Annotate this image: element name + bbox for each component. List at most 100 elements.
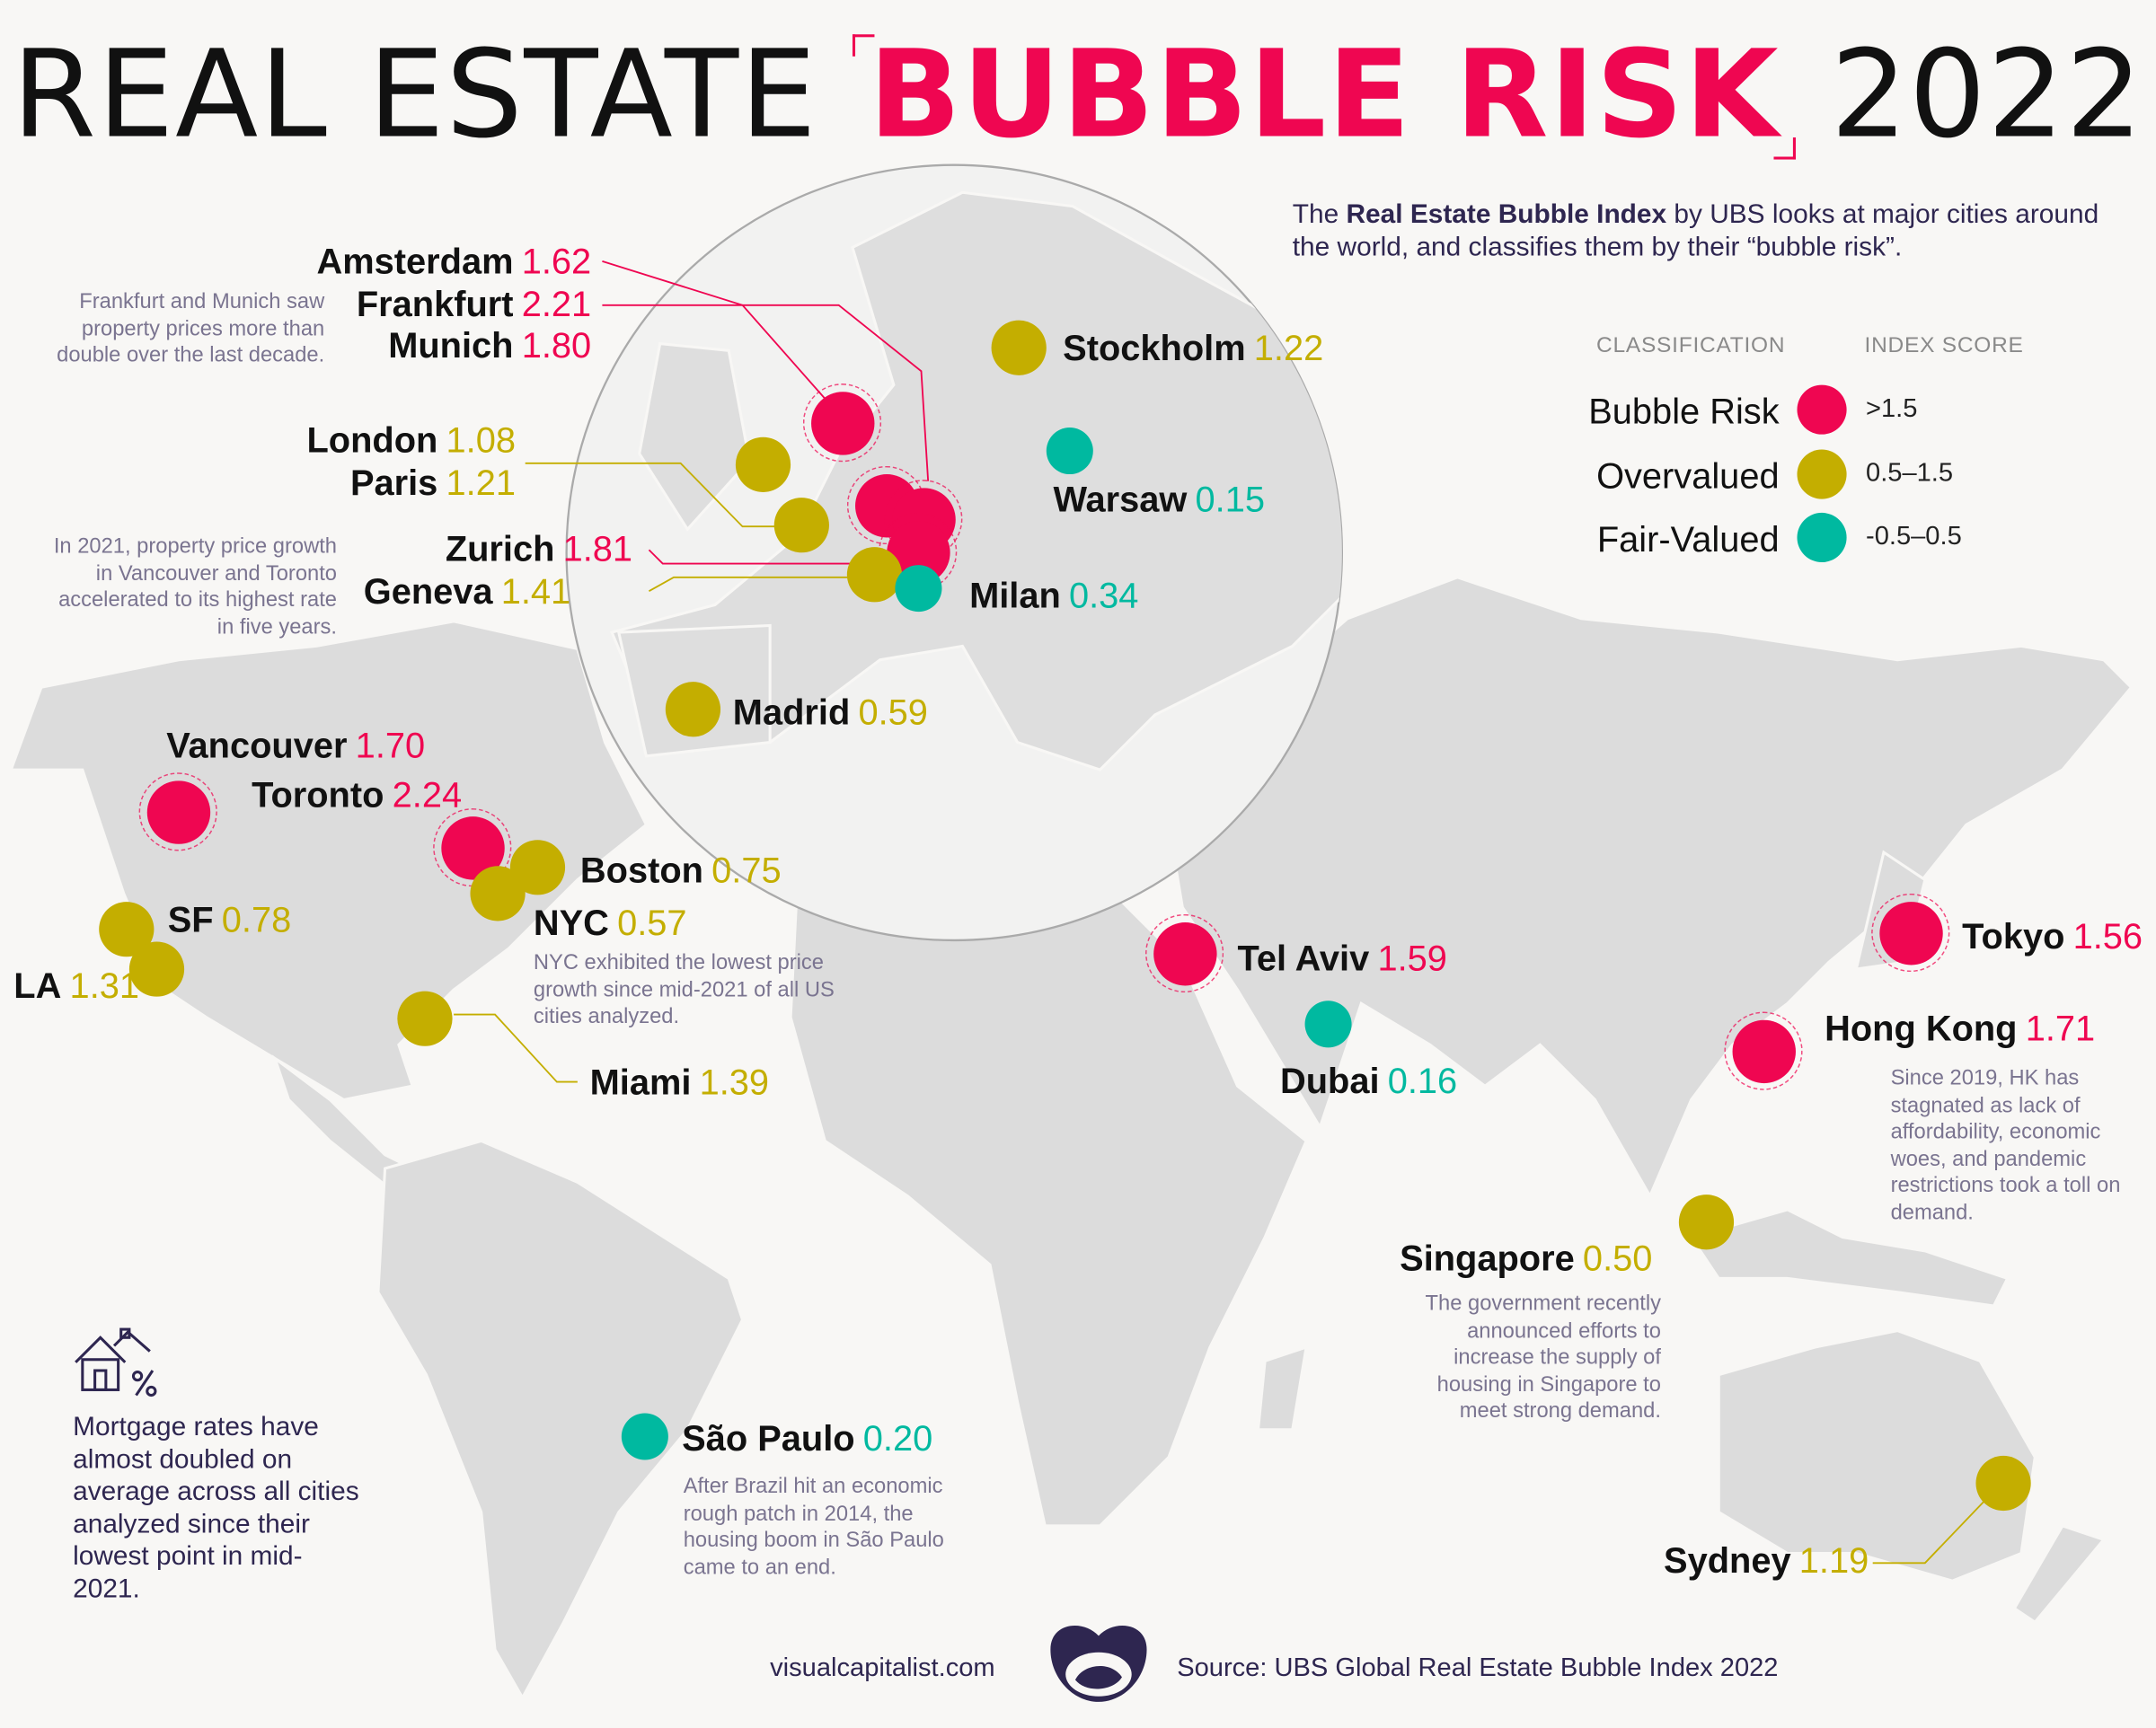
europe [610,190,1342,771]
legend-header-index-score: INDEX SCORE [1864,333,2024,357]
legend-label: Fair-Valued [1596,518,1780,560]
city-marker-dubai[interactable] [1304,1001,1352,1048]
city-score: 0.20 [862,1417,933,1459]
city-marker-amsterdam[interactable] [811,392,875,455]
city-score: 1.56 [2072,915,2143,957]
footer-site[interactable]: visualcapitalist.com [770,1653,995,1683]
visual-capitalist-logo [1050,1626,1147,1702]
city-marker-warsaw[interactable] [1046,428,1093,475]
city-marker-milan[interactable] [895,565,942,613]
city-marker-madrid[interactable] [665,682,721,737]
city-marker-geneva[interactable] [846,547,903,603]
legend-dot [1797,512,1847,563]
city-marker-singapore[interactable] [1678,1195,1735,1250]
bubble-halo [1724,1011,1803,1090]
city-score: 2.24 [392,773,463,816]
city-score: 1.19 [1798,1539,1869,1582]
city-score: 0.75 [711,849,782,891]
city-label-sf: SF 0.78 [168,899,292,940]
city-score: 1.22 [1253,327,1324,369]
city-score: 1.62 [521,240,592,282]
city-label-miami: Miami 1.39 [590,1062,769,1103]
title-highlight-text: BUBBLE RISK [868,23,1780,165]
city-score: 1.41 [500,570,571,613]
legend-dot [1797,449,1847,499]
city-name: Paris [349,462,438,504]
city-name: Warsaw [1053,478,1188,520]
city-label-boston: Boston 0.75 [580,850,782,891]
new-zealand [2012,1524,2107,1625]
legend-range: >1.5 [1866,394,1918,424]
city-label-milan: Milan 0.34 [969,575,1138,616]
footer-source: Source: UBS Global Real Estate Bubble In… [1177,1653,1779,1683]
city-name: São Paulo [682,1417,855,1459]
city-label-stockholm: Stockholm 1.22 [1063,327,1323,368]
city-score: 0.16 [1387,1060,1458,1102]
city-marker-london[interactable] [735,436,791,492]
city-name: Geneva [363,570,493,613]
city-score: 0.34 [1068,574,1139,616]
city-score: 1.39 [699,1061,770,1103]
city-score: 1.59 [1377,937,1447,979]
city-name: Milan [969,574,1061,616]
bubble-halo [1144,913,1224,993]
city-name: Tel Aviv [1237,937,1370,979]
city-name: Sydney [1664,1539,1791,1582]
city-marker-vancouver[interactable] [146,780,211,844]
indonesia [1689,1208,2010,1308]
city-name: Toronto [252,773,384,816]
legend-label: Overvalued [1596,454,1780,497]
city-name: Dubai [1279,1060,1380,1102]
city-score: 1.08 [446,419,516,461]
city-name: Tokyo [1962,915,2065,957]
city-marker-nyc[interactable] [470,866,526,921]
city-marker-s-o-paulo[interactable] [621,1413,668,1460]
note-singapore: The government recently announced effort… [1425,1292,1661,1424]
city-marker-sydney[interactable] [1975,1455,2031,1512]
city-name: SF [167,899,214,940]
city-score: 1.21 [446,462,516,504]
city-score: 0.59 [858,691,928,733]
city-label-madrid: Madrid 0.59 [733,692,928,733]
city-marker-hong-kong[interactable] [1732,1019,1796,1084]
australia [1717,1329,2037,1583]
bubble-halo [138,772,217,851]
city-name: Frankfurt [356,283,514,325]
city-score: 1.31 [69,965,140,1007]
city-score: 0.50 [1582,1237,1653,1279]
note-canada: In 2021, property price growth in Vancou… [53,534,337,639]
city-name: Miami [589,1061,692,1103]
city-name: Vancouver [166,724,348,766]
city-label-zurich: Zurich 1.81 [446,528,632,569]
city-name: Zurich [445,527,555,569]
legend-label: Bubble Risk [1588,390,1780,432]
city-label-s-o-paulo: São Paulo 0.20 [682,1417,932,1459]
intro-pre: The [1292,198,1347,230]
city-label-singapore: Singapore 0.50 [1400,1238,1652,1279]
bubble-halo [802,384,882,463]
city-marker-tel-aviv[interactable] [1153,922,1217,986]
city-marker-la[interactable] [128,941,185,997]
city-marker-stockholm[interactable] [991,320,1047,375]
city-name: Hong Kong [1825,1007,2018,1049]
city-name: NYC [533,902,609,943]
city-score: 0.15 [1195,478,1266,520]
city-score: 1.81 [562,527,633,569]
intro-bold: Real Estate Bubble Index [1346,198,1667,230]
note-nyc: NYC exhibited the lowest price growth si… [533,951,835,1028]
city-score: 0.57 [617,902,687,943]
city-score: 0.78 [221,899,292,940]
city-marker-tokyo[interactable] [1879,902,1943,965]
city-name: Munich [388,324,514,366]
title-year: 2022 [1830,23,2144,165]
city-marker-miami[interactable] [397,991,453,1046]
city-marker-paris[interactable] [773,498,829,553]
mortgage-note: Mortgage rates have almost doubled on av… [73,1411,359,1604]
city-name: Madrid [732,691,851,733]
city-label-warsaw: Warsaw 0.15 [1053,479,1265,520]
city-name: Amsterdam [316,240,514,282]
house-percent-icon [75,1327,157,1397]
intro-text: The Real Estate Bubble Index by UBS look… [1293,198,2117,263]
intro-post: by UBS looks at major cities around the … [1292,198,2099,263]
legend-header-classification: CLASSIFICATION [1596,333,1786,357]
